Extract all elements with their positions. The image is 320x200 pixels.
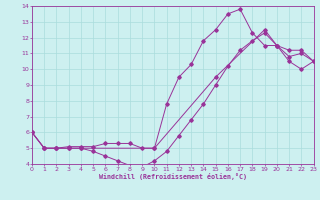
X-axis label: Windchill (Refroidissement éolien,°C): Windchill (Refroidissement éolien,°C) — [99, 173, 247, 180]
